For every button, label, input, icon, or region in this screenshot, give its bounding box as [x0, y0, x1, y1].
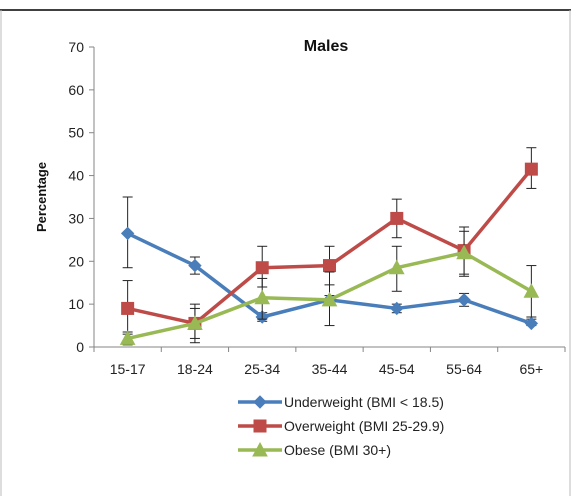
x-tick-label: 55-64 [446, 361, 482, 377]
data-point [119, 330, 136, 345]
y-tick-label: 30 [68, 210, 84, 226]
data-point [390, 211, 404, 225]
y-axis-label: Percentage [34, 162, 49, 232]
y-tick-label: 70 [68, 39, 84, 55]
x-tick-label: 18-24 [177, 361, 213, 377]
series-layer [119, 147, 540, 346]
data-point [254, 289, 271, 305]
legend-entry-2: Overweight (BMI 25-29.9) [238, 418, 444, 434]
y-tick-label: 60 [68, 82, 84, 98]
y-tick-label: 50 [68, 125, 84, 141]
data-point [523, 283, 540, 298]
data-point [524, 162, 538, 176]
data-point [524, 316, 539, 331]
axes: 0 10 20 30 40 50 60 70 15-17 18-24 25-34 35-44 45-54… [68, 39, 566, 377]
y-tick-label: 20 [68, 253, 84, 269]
legend-entry-3: Obese (BMI 30+) [238, 441, 391, 458]
data-point [388, 259, 405, 275]
x-tick-label: 25-34 [244, 361, 280, 377]
chart-title: Males [304, 38, 349, 55]
data-point [390, 301, 404, 316]
legend-entry-1: Underweight (BMI < 18.5) [238, 394, 444, 410]
x-tick-label: 65+ [519, 361, 543, 377]
data-point [120, 226, 135, 241]
data-point [456, 244, 472, 260]
data-point [187, 315, 203, 330]
legend-marker [253, 395, 267, 409]
x-tick-label: 45-54 [379, 361, 415, 377]
data-point [188, 258, 202, 273]
x-tick-label: 35-44 [312, 361, 348, 377]
series-3 [119, 230, 540, 346]
data-point [255, 261, 269, 275]
y-tick-label: 0 [76, 339, 84, 355]
legend-label: Overweight (BMI 25-29.9) [284, 418, 444, 434]
data-point [457, 293, 471, 307]
legend-marker [252, 441, 268, 457]
data-point [321, 291, 338, 307]
x-tick-label: 15-17 [110, 361, 146, 377]
legend-label: Obese (BMI 30+) [284, 442, 391, 458]
data-point [323, 259, 336, 273]
series-1 [120, 196, 539, 331]
y-tick-label: 40 [68, 168, 84, 184]
y-tick-label: 10 [68, 296, 84, 312]
legend: Underweight (BMI < 18.5) Overweight (BMI … [238, 394, 444, 458]
legend-marker [253, 419, 267, 433]
data-point [121, 301, 135, 315]
legend-label: Underweight (BMI < 18.5) [284, 394, 444, 410]
